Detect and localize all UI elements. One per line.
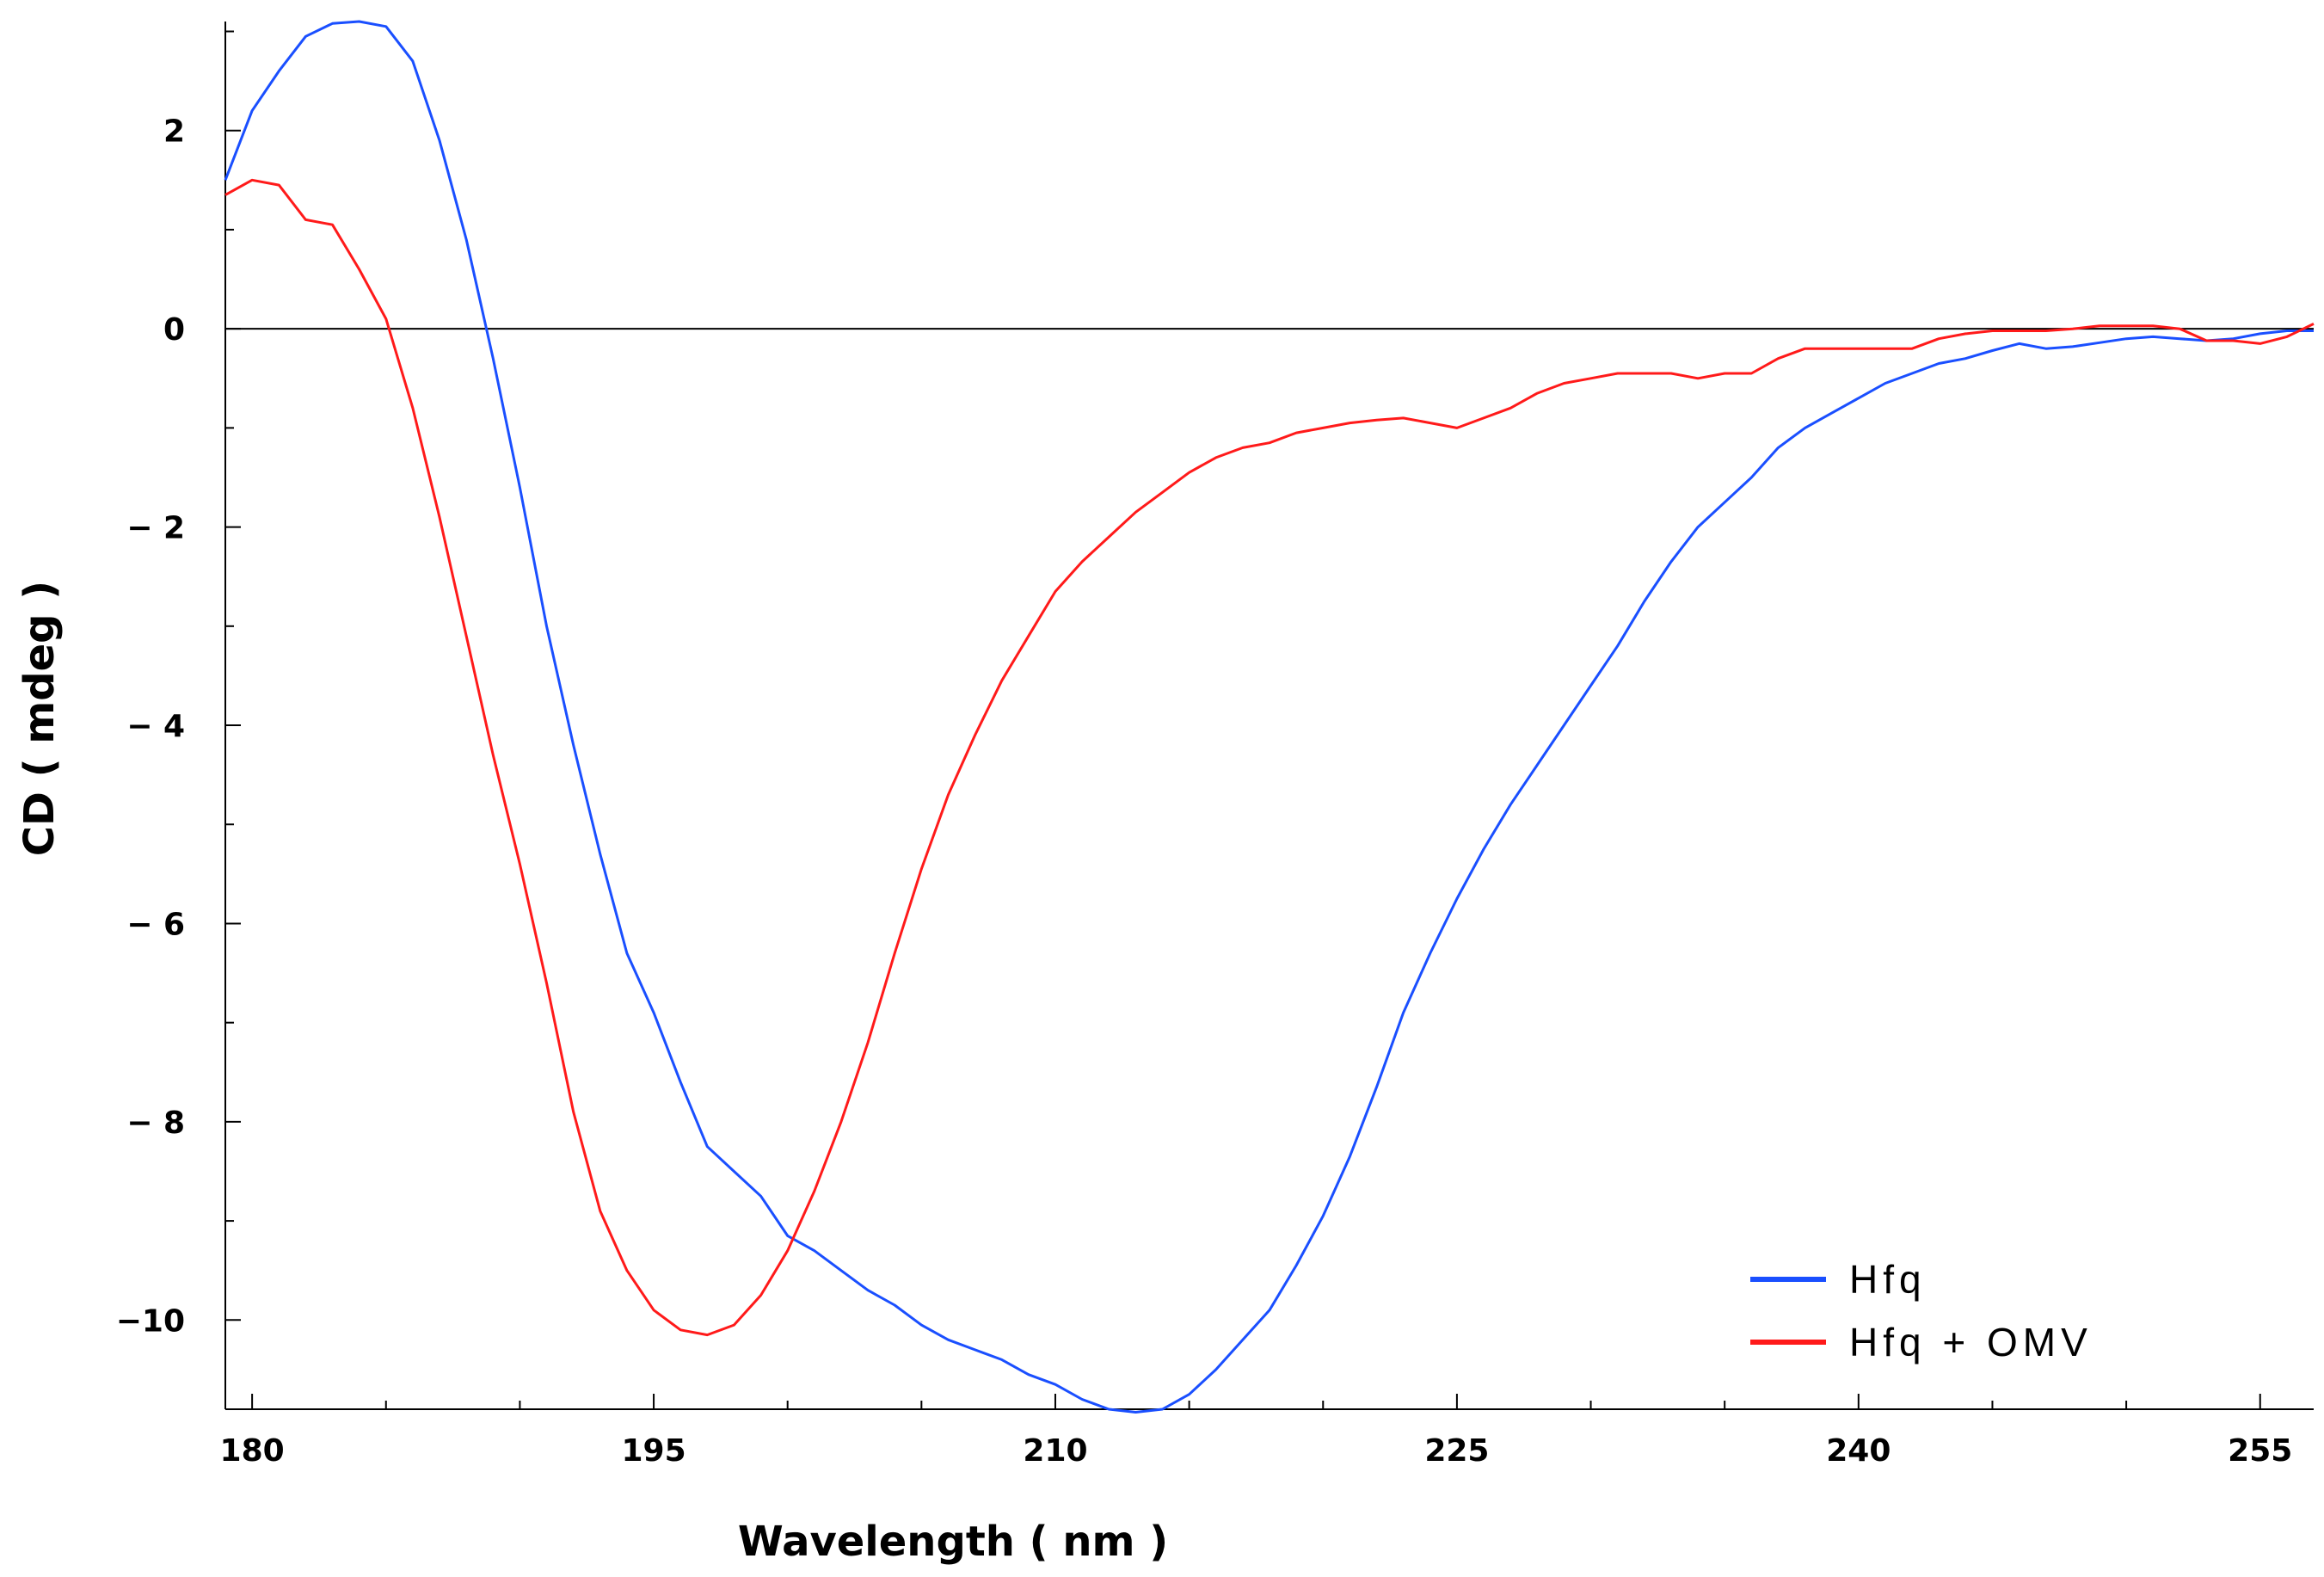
x-tick-label: 210	[1023, 1433, 1087, 1469]
legend: Hfq Hfq + OMV	[1750, 1257, 2093, 1364]
y-axis-title: CD ( mdeg )	[15, 581, 64, 856]
x-tick-label: 240	[1826, 1433, 1891, 1469]
x-axis-title: Wavelength ( nm )	[738, 1518, 1168, 1566]
y-tick-label: 0	[163, 312, 185, 348]
series-line-hfq	[224, 20, 2314, 1414]
y-tick-label: −10	[116, 1303, 185, 1339]
x-tick-label: 255	[2228, 1433, 2292, 1469]
legend-label: Hfq	[1849, 1257, 1927, 1302]
y-tick-label: − 6	[126, 907, 185, 942]
y-tick-label: − 2	[126, 511, 185, 546]
y-tick-label: 2	[163, 114, 185, 150]
y-tick-label: − 8	[126, 1106, 185, 1141]
y-tick-label: − 4	[126, 709, 185, 744]
legend-label: Hfq + OMV	[1849, 1320, 2093, 1364]
x-tick-label: 195	[621, 1433, 686, 1469]
ticks: 180 195 210 225 240 255 2 0 − 2 − 4 − 6 − 8 −10	[116, 30, 2292, 1469]
axes	[224, 22, 2314, 1410]
series-lines	[224, 20, 2315, 1414]
x-tick-label: 225	[1424, 1433, 1489, 1469]
series-line-hfq-omv	[224, 178, 2315, 1337]
x-tick-label: 180	[220, 1433, 285, 1469]
